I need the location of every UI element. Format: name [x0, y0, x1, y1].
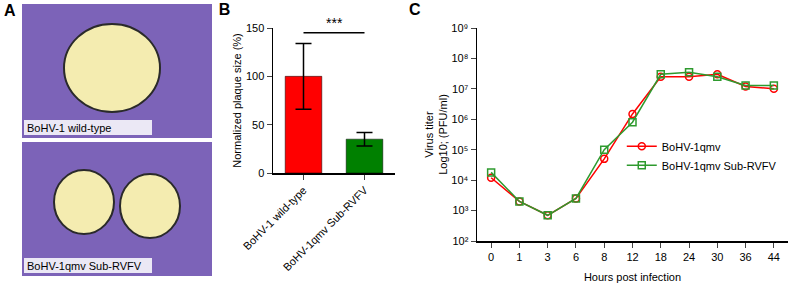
svg-text:BoHV-1 wild-type: BoHV-1 wild-type	[241, 184, 309, 252]
svg-text:BoHV-1qmv Sub-RVFV: BoHV-1qmv Sub-RVFV	[281, 184, 371, 274]
svg-text:10⁷: 10⁷	[452, 83, 468, 95]
svg-text:44: 44	[768, 251, 780, 263]
svg-text:18: 18	[655, 251, 667, 263]
svg-text:6: 6	[573, 251, 579, 263]
svg-text:Normalized plaque size (%): Normalized plaque size (%)	[231, 33, 243, 168]
svg-text:30: 30	[711, 251, 723, 263]
svg-text:10⁵: 10⁵	[452, 144, 469, 156]
svg-text:10⁴: 10⁴	[451, 174, 468, 186]
svg-text:36: 36	[739, 251, 751, 263]
svg-text:Virus titerLog10; (PFU/ml): Virus titerLog10; (PFU/ml)	[423, 94, 449, 175]
svg-text:10⁹: 10⁹	[451, 22, 468, 34]
svg-text:10⁶: 10⁶	[452, 113, 469, 125]
svg-text:10²: 10²	[452, 235, 468, 247]
svg-text:BoHV-1qmv Sub-RVFV: BoHV-1qmv Sub-RVFV	[27, 260, 142, 272]
svg-text:100: 100	[246, 70, 264, 82]
svg-text:12: 12	[626, 251, 638, 263]
svg-text:***: ***	[326, 15, 343, 31]
svg-text:1: 1	[516, 251, 522, 263]
svg-text:0: 0	[258, 167, 264, 179]
svg-text:24: 24	[683, 251, 695, 263]
svg-text:10³: 10³	[452, 204, 468, 216]
svg-text:3: 3	[545, 251, 551, 263]
svg-text:C: C	[409, 1, 421, 18]
svg-text:0: 0	[488, 251, 494, 263]
svg-text:BoHV-1qmv: BoHV-1qmv	[662, 141, 721, 153]
svg-text:A: A	[4, 2, 16, 19]
svg-text:150: 150	[246, 22, 264, 34]
svg-text:10⁸: 10⁸	[451, 52, 468, 64]
svg-text:50: 50	[252, 119, 264, 131]
svg-text:BoHV-1qmv Sub-RVFV: BoHV-1qmv Sub-RVFV	[662, 160, 777, 172]
svg-text:BoHV-1 wild-type: BoHV-1 wild-type	[27, 122, 111, 134]
svg-text:8: 8	[601, 251, 607, 263]
svg-text:B: B	[219, 1, 231, 18]
svg-text:Hours post infection: Hours post infection	[584, 271, 681, 283]
